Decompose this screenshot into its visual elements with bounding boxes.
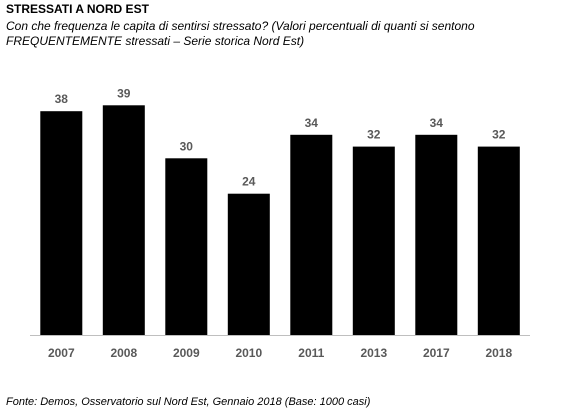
bar-2011	[290, 134, 333, 335]
data-label-2017: 34	[430, 116, 444, 130]
chart-title: STRESSATI A NORD EST	[6, 2, 149, 16]
x-tick-label-2009: 2009	[173, 346, 200, 360]
x-tick-label-2017: 2017	[423, 346, 450, 360]
data-label-2010: 24	[242, 175, 256, 189]
data-label-2013: 32	[367, 128, 381, 142]
data-label-2007: 38	[55, 92, 69, 106]
x-tick-label-2013: 2013	[360, 346, 387, 360]
bar-2009	[165, 158, 208, 335]
bar-labels-group: 38 39 30 24 34 32 34 32	[55, 86, 506, 188]
bar-2017	[415, 134, 458, 335]
bar-2010	[227, 193, 270, 335]
x-tick-labels-group: 2007 2008 2009 2010 2011 2013 2017 2018	[48, 346, 513, 360]
x-tick-label-2007: 2007	[48, 346, 75, 360]
data-label-2011: 34	[305, 116, 319, 130]
data-label-2008: 39	[117, 86, 131, 100]
bar-2013	[352, 146, 395, 335]
bar-2018	[477, 146, 520, 335]
chart-subtitle: Con che frequenza le capita di sentirsi …	[6, 19, 475, 48]
x-tick-label-2018: 2018	[485, 346, 512, 360]
x-tick-label-2008: 2008	[110, 346, 137, 360]
source-note: Fonte: Demos, Osservatorio sul Nord Est,…	[6, 396, 371, 408]
x-tick-label-2011: 2011	[298, 346, 324, 360]
bars-group	[40, 105, 520, 335]
data-label-2009: 30	[180, 139, 194, 153]
data-label-2018: 32	[492, 128, 506, 142]
bar-2008	[102, 105, 145, 335]
bar-2007	[40, 111, 83, 335]
x-tick-label-2010: 2010	[235, 346, 262, 360]
